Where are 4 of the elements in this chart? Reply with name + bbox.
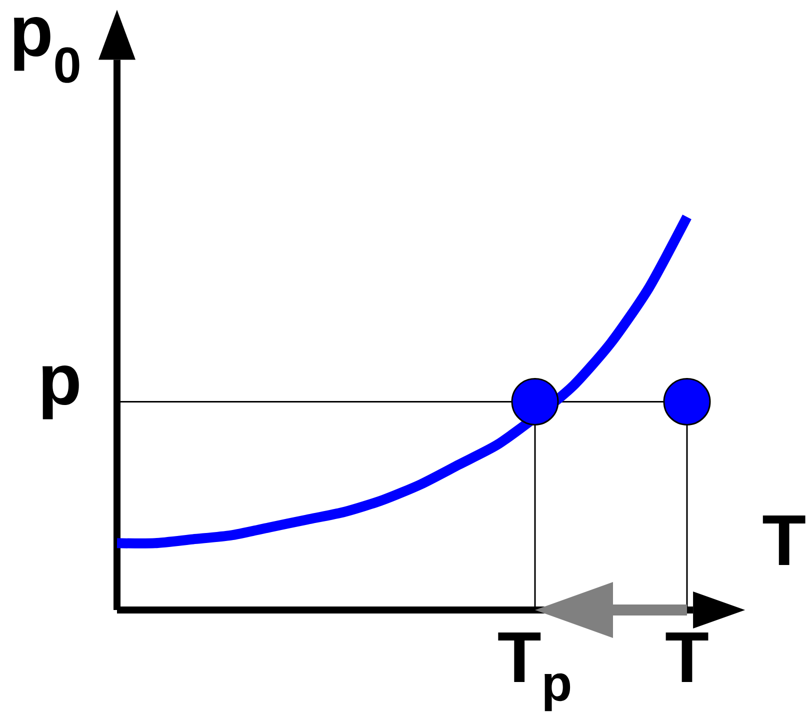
x-tick-label: T$_{p}$ xyxy=(498,632,570,712)
ref-line-label: p xyxy=(42,365,79,420)
x-axis-title: T xyxy=(762,515,806,565)
y-axis-title: p$_{0}$ xyxy=(14,16,80,83)
